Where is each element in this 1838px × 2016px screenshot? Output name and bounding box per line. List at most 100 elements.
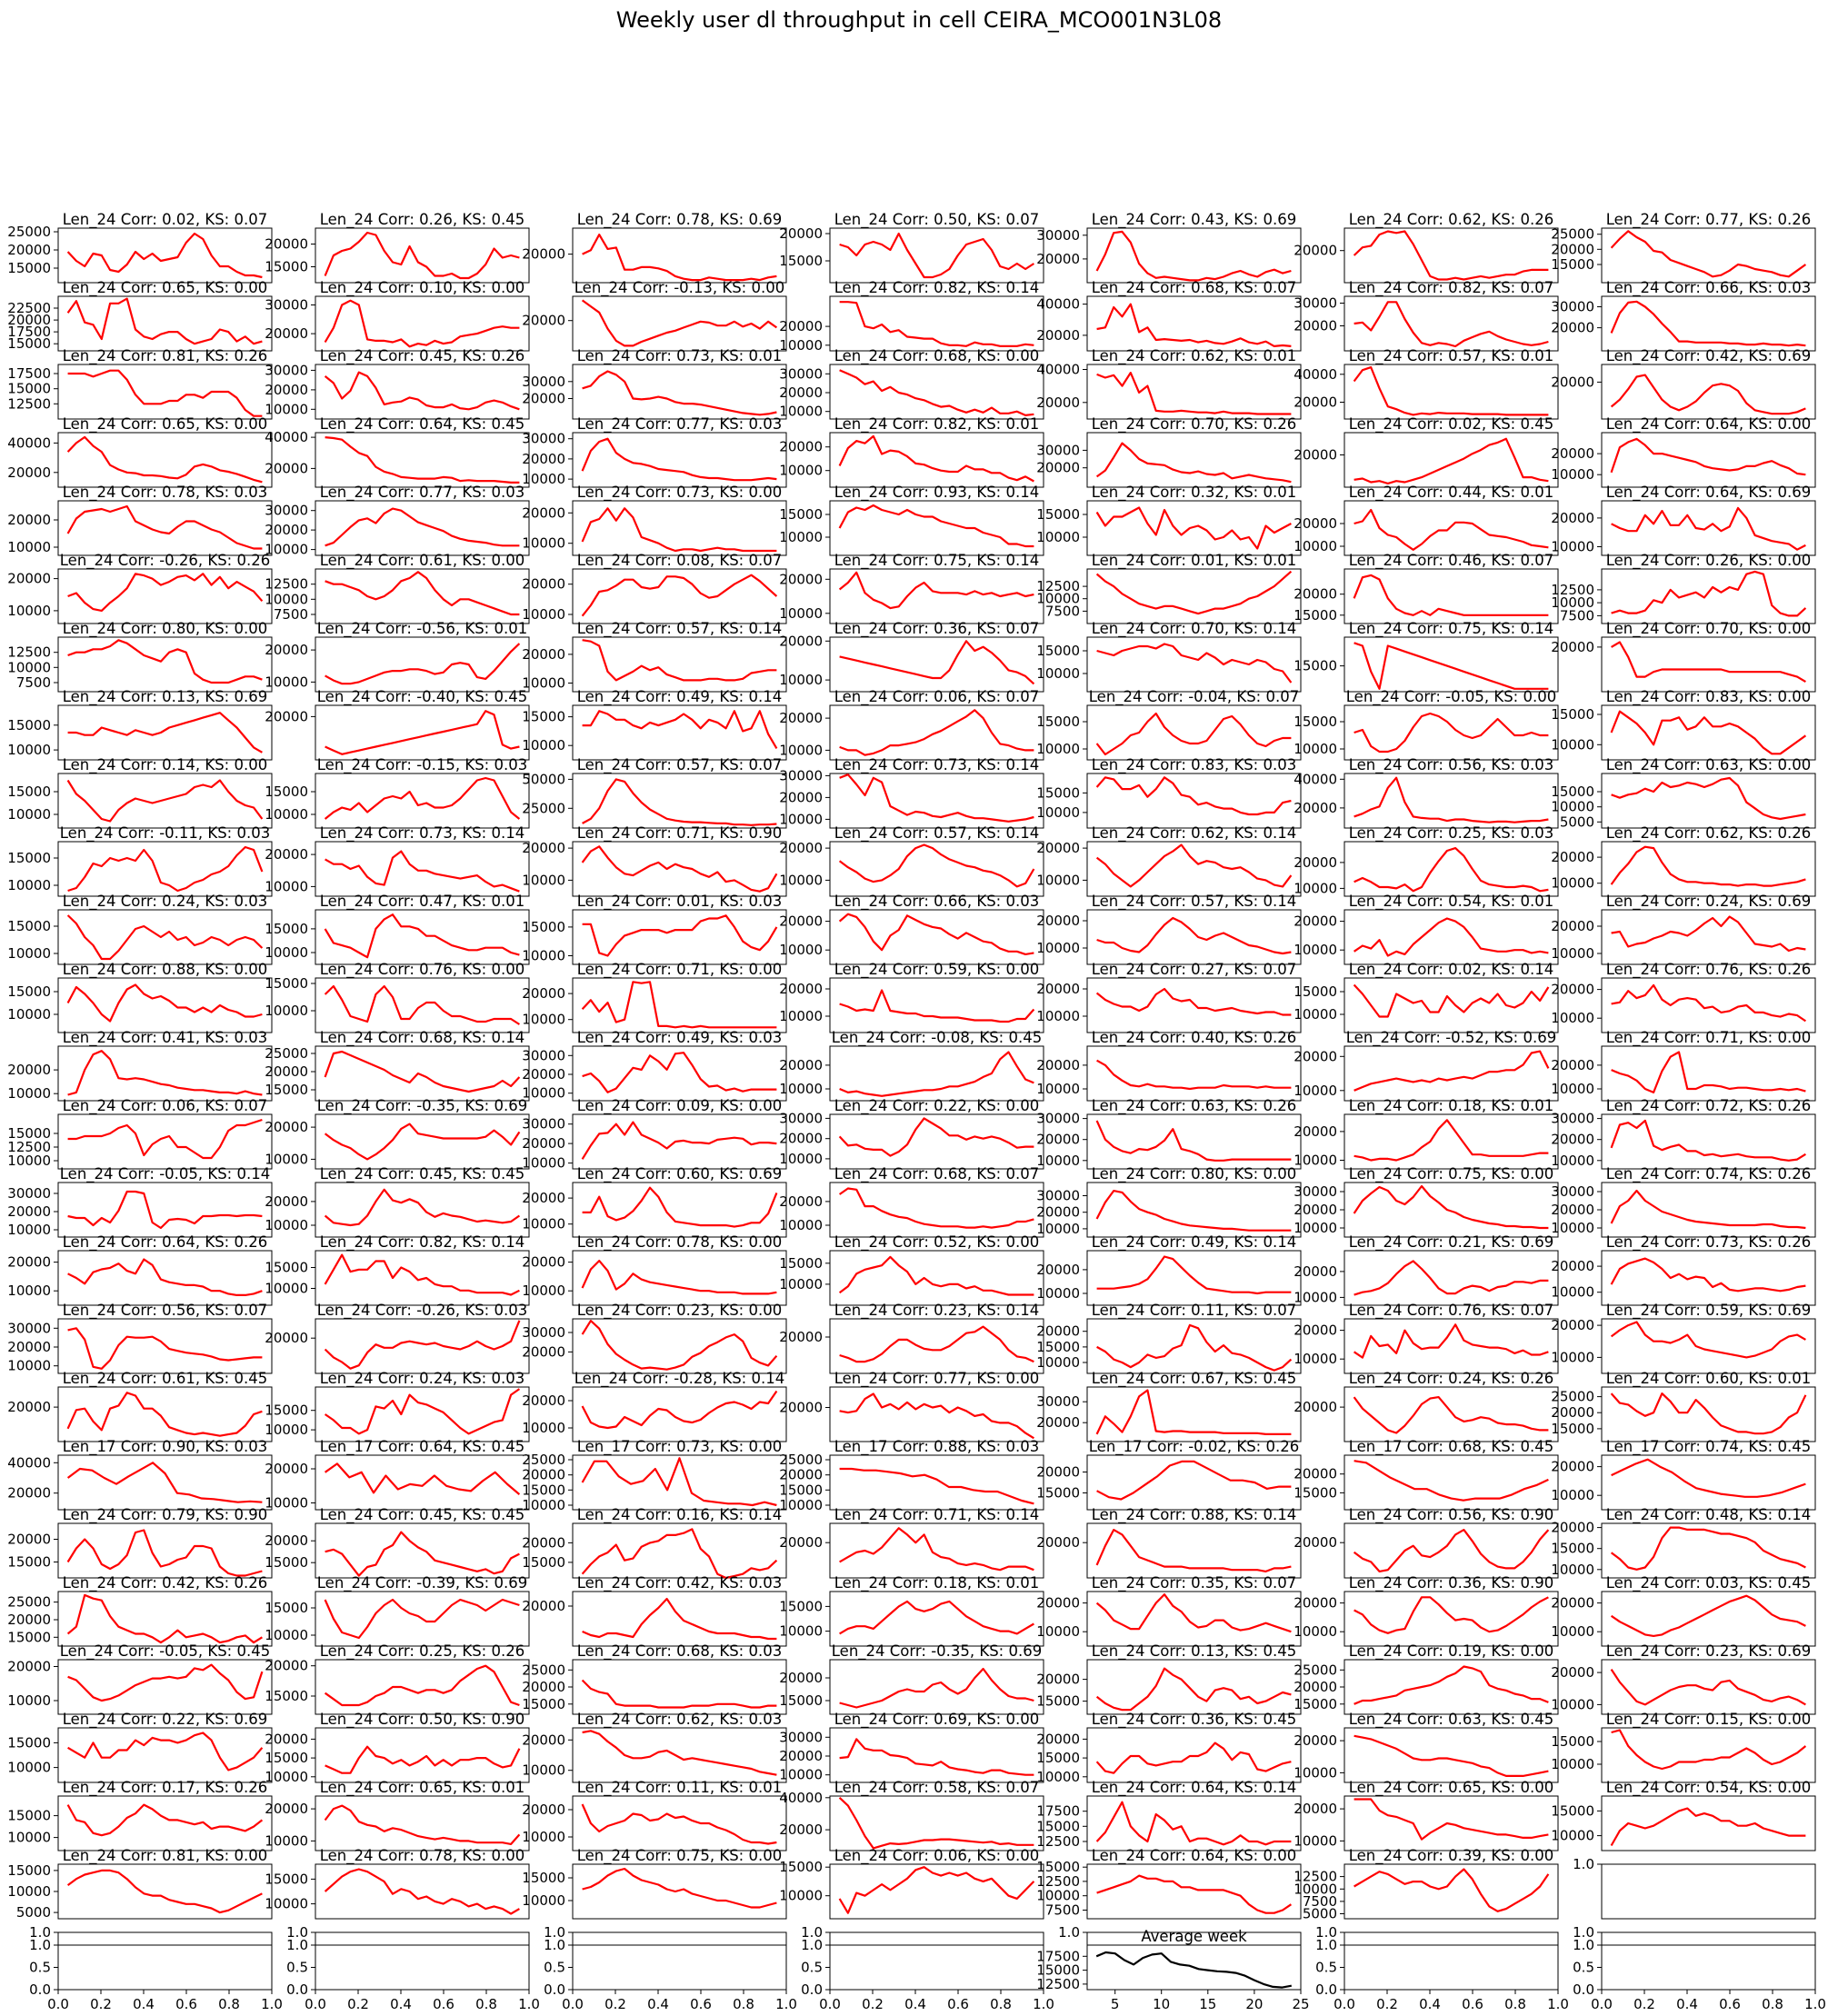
y-tick-label: 1.0 xyxy=(29,1937,51,1953)
x-tick-label: 0.0 xyxy=(562,1996,584,2012)
y-tick-label: 10000 xyxy=(1294,1220,1337,1236)
y-tick-label: 10000 xyxy=(1036,591,1080,607)
subplot-title: Len_24 Corr: 0.82, KS: 0.01 xyxy=(834,415,1039,434)
subplot-title: Len_24 Corr: 0.49, KS: 0.14 xyxy=(577,688,782,706)
subplot-title: Len_24 Corr: 0.08, KS: 0.07 xyxy=(577,552,782,570)
subplot: Len_24 Corr: 0.03, KS: 0.45 20000 10000 xyxy=(1551,1574,1816,1647)
y-tick-label: 20000 xyxy=(779,840,823,856)
y-tick-label: 20000 xyxy=(265,1461,308,1477)
y-tick-label: 25000 xyxy=(7,224,51,240)
series-line xyxy=(839,1051,1034,1097)
plot-frame xyxy=(1086,1113,1302,1170)
subplot: Len_24 Corr: 0.82, KS: 0.14 20000 10000 xyxy=(779,279,1044,354)
subplot-title: Len_24 Corr: 0.66, KS: 0.03 xyxy=(1606,279,1811,297)
plot-frame xyxy=(1601,364,1816,420)
plot-frame xyxy=(829,977,1044,1033)
y-tick-label: 20000 xyxy=(1551,1258,1594,1274)
y-tick-label: 15000 xyxy=(265,1260,308,1276)
y-tick-label: 40000 xyxy=(7,434,51,451)
y-tick-label: 20000 xyxy=(265,325,308,342)
plot-frame xyxy=(829,1591,1044,1647)
series-line xyxy=(325,436,520,484)
empty-subplot: 0.0 0.5 1.0 0.0 0.2 0.4 0.6 0.8 1.0 xyxy=(1573,1937,1826,2012)
subplot: Len_24 Corr: -0.56, KS: 0.01 20000 10000 xyxy=(265,620,530,693)
plot-frame xyxy=(829,773,1044,829)
plot-frame xyxy=(572,1182,787,1238)
series-line xyxy=(66,914,264,961)
plot-frame xyxy=(1601,636,1816,693)
y-tick-label: 20000 xyxy=(265,708,308,724)
y-tick-label: 15000 xyxy=(7,1629,51,1645)
y-tick-label: 10000 xyxy=(1551,1081,1594,1097)
series-line xyxy=(581,507,777,553)
series-line xyxy=(67,1190,263,1230)
x-tick-label: 0.2 xyxy=(1633,1996,1655,2012)
y-tick-label: 15000 xyxy=(1036,1339,1080,1355)
subplot: Len_24 Corr: 0.82, KS: 0.14 15000 10000 xyxy=(265,1233,530,1306)
subplot: Len_24 Corr: 0.52, KS: 0.00 15000 10000 xyxy=(779,1233,1044,1306)
y-tick-label: 10000 xyxy=(779,1217,823,1233)
plot-frame xyxy=(315,704,530,761)
x-tick-label: 1.0 xyxy=(1547,1996,1569,2012)
y-tick-label: 15000 xyxy=(522,1696,565,1712)
y-tick-label: 1.0 xyxy=(29,1924,51,1941)
y-tick-label: 40000 xyxy=(779,1790,823,1806)
subplot: Len_24 Corr: 0.17, KS: 0.26 15000 10000 xyxy=(7,1779,273,1851)
series-line xyxy=(839,989,1035,1023)
x-tick-label: 0.4 xyxy=(904,1996,926,2012)
series-line xyxy=(838,1255,1034,1296)
y-tick-label: 20000 xyxy=(1294,800,1337,816)
plot-frame xyxy=(1601,1182,1816,1238)
y-tick-label: 20000 xyxy=(1294,854,1337,871)
subplot: Len_24 Corr: 0.62, KS: 0.26 20000 xyxy=(1294,211,1559,284)
subplot: Len_24 Corr: -0.08, KS: 0.45 20000 10000 xyxy=(779,1029,1044,1102)
series-line xyxy=(1610,1392,1807,1435)
subplot: Len_24 Corr: 0.82, KS: 0.07 30000 20000 xyxy=(1294,279,1559,352)
plot-frame xyxy=(57,568,273,624)
y-tick-label: 10000 xyxy=(1551,736,1594,753)
y-tick-label: 10000 xyxy=(1551,1562,1594,1578)
series-line xyxy=(838,1866,1035,1914)
plot-frame xyxy=(315,1113,530,1170)
subplot-title: Len_24 Corr: 0.48, KS: 0.14 xyxy=(1606,1506,1811,1524)
subplot: Len_24 Corr: 0.75, KS: 0.00 30000 20000 100… xyxy=(1294,1165,1559,1238)
y-tick-label: 1.0 xyxy=(544,1924,565,1941)
series-line xyxy=(1353,1395,1549,1434)
x-tick-label: 0.2 xyxy=(862,1996,884,2012)
series-line xyxy=(1610,1594,1806,1638)
plot-frame xyxy=(1086,227,1302,284)
y-tick-label: 10000 xyxy=(779,1888,823,1904)
y-tick-label: 20000 xyxy=(1036,913,1080,929)
subplot: Len_24 Corr: 0.63, KS: 0.26 30000 20000 100… xyxy=(1036,1097,1302,1170)
y-tick-label: 20000 xyxy=(1036,1595,1080,1612)
series-line xyxy=(1353,1323,1549,1359)
plot-frame xyxy=(1344,432,1559,488)
plot-frame xyxy=(572,227,787,284)
subplot: Len_24 Corr: -0.35, KS: 0.69 20000 15000 xyxy=(779,1642,1044,1715)
subplot: Len_24 Corr: 0.50, KS: 0.07 20000 15000 xyxy=(779,211,1044,284)
plot-frame xyxy=(829,909,1044,965)
y-tick-label: 10000 xyxy=(1551,799,1594,815)
plot-frame xyxy=(1601,977,1816,1033)
subplot: Len_24 Corr: 0.60, KS: 0.01 2500020000150… xyxy=(1551,1370,1816,1442)
subplot-title: Len_24 Corr: 0.02, KS: 0.14 xyxy=(1349,961,1553,979)
plot-frame xyxy=(1086,1045,1302,1102)
subplot-title: Len_24 Corr: 0.78, KS: 0.00 xyxy=(577,1233,782,1252)
plot-frame xyxy=(1601,1454,1816,1511)
subplot-title: Len_17 Corr: 0.73, KS: 0.00 xyxy=(577,1438,782,1456)
x-tick-label: 0.4 xyxy=(1419,1996,1441,2012)
y-tick-label: 7500 xyxy=(1045,1902,1080,1919)
plot-frame xyxy=(57,1795,273,1851)
y-tick-label: 15000 xyxy=(779,1859,823,1875)
y-tick-label: 20000 xyxy=(7,571,51,587)
plot-frame xyxy=(1601,432,1816,488)
y-tick-label: 15000 xyxy=(265,1082,308,1098)
subplot-title: Len_24 Corr: 0.18, KS: 0.01 xyxy=(834,1574,1039,1592)
series-line xyxy=(838,913,1034,956)
subplot: Len_24 Corr: 0.02, KS: 0.07 25000 20000 150… xyxy=(7,211,273,284)
y-tick-label: 0.0 xyxy=(286,1981,308,1998)
subplot: Len_24 Corr: 0.76, KS: 0.00 15000 10000 xyxy=(265,961,530,1033)
subplot: Len_24 Corr: 0.65, KS: 0.01 20000 10000 xyxy=(265,1779,530,1851)
x-tick-label: 0.4 xyxy=(1676,1996,1698,2012)
subplot-title: Len_17 Corr: 0.88, KS: 0.03 xyxy=(834,1438,1039,1456)
